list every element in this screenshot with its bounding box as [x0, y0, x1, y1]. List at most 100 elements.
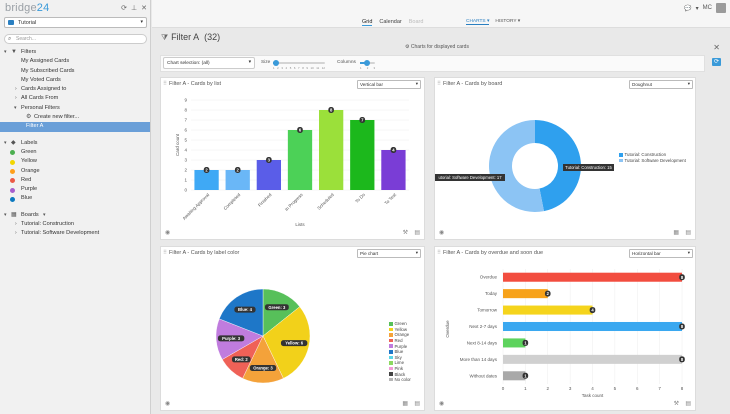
pdf-icon[interactable]: ▤ [414, 401, 420, 407]
legend-item[interactable]: Lime [389, 360, 411, 366]
chevron-down-icon: ▾ [248, 60, 251, 65]
refresh-icon[interactable]: ⟳ [121, 5, 128, 12]
bar [503, 371, 526, 381]
chart-selection-select[interactable]: Chart selection: (all) ▾ [163, 57, 255, 69]
columns-tick: 2 [366, 66, 369, 70]
legend-label: Sky [394, 354, 402, 360]
bar [503, 305, 593, 315]
legend-item[interactable]: Black [389, 371, 411, 377]
label-name: Yellow [21, 158, 37, 165]
tools-icon[interactable]: ⚒ [402, 230, 408, 236]
eye-icon[interactable]: ◉ [439, 401, 445, 407]
legend-item[interactable]: Pink [389, 366, 411, 372]
tools-icon[interactable]: ⚒ [673, 401, 679, 407]
chart-type-select[interactable]: Horizontal bar ▾ [629, 249, 693, 258]
legend-item[interactable]: Tutorial: Construction [619, 152, 686, 158]
pdf-icon[interactable]: ▤ [685, 230, 691, 236]
chevron-down-icon[interactable]: ▾ [43, 211, 46, 218]
close-icon[interactable]: ✕ [141, 5, 147, 12]
tab-board[interactable]: Board [408, 19, 424, 25]
gear-icon: ⚙ [405, 44, 410, 50]
sidebar-item-filter-a[interactable]: Filter A [0, 122, 150, 132]
sidebar-board-construction[interactable]: › Tutorial: Construction [0, 220, 150, 229]
chart-type-select[interactable]: Doughnut ▾ [629, 80, 693, 89]
sidebar-label-red[interactable]: Red [0, 176, 150, 185]
columns-slider-handle[interactable] [364, 60, 370, 66]
chat-icon[interactable]: 💬 [684, 5, 692, 12]
size-slider[interactable] [273, 60, 325, 66]
doughnut-slice [535, 120, 581, 212]
sidebar-label-yellow[interactable]: Yellow [0, 157, 150, 166]
eye-icon[interactable]: ◉ [439, 230, 445, 236]
eye-icon[interactable]: ◉ [165, 401, 171, 407]
pin-icon[interactable]: ⊥ [131, 5, 138, 12]
chart-card-by-board: ⠿ Filter A - Cards by board Doughnut ▾ Tut… [434, 77, 696, 240]
sidebar-item-my-voted[interactable]: My Voted Cards [21, 76, 61, 83]
legend-item[interactable]: Purple [389, 343, 411, 349]
chart-title: ⠿ Filter A - Cards by board [437, 81, 503, 87]
app-logo[interactable]: bridge24 [5, 2, 50, 14]
sidebar-item-my-assigned[interactable]: My Assigned Cards [21, 58, 70, 65]
user-initials[interactable]: MC [702, 5, 712, 11]
legend-item[interactable]: Yellow [389, 327, 411, 333]
sidebar-item-personal-filters[interactable]: ▾ Personal Filters [0, 104, 150, 113]
bar-value-label-bg [679, 323, 685, 330]
sidebar-label-green[interactable]: Green [0, 148, 150, 157]
tab-history[interactable]: HISTORY ▾ [495, 19, 521, 24]
close-icon[interactable]: ✕ [713, 43, 720, 52]
board-select[interactable]: Tutorial ▾ [4, 17, 147, 28]
doughnut-legend: Tutorial: Construction Tutorial: Software… [619, 152, 686, 163]
size-tick: 7 [298, 66, 300, 70]
sidebar-label-blue[interactable]: Blue [0, 194, 150, 203]
sidebar-item-cards-assigned-to[interactable]: › Cards Assigned to [0, 85, 150, 94]
legend-item[interactable]: Sky [389, 355, 411, 361]
legend-item[interactable]: No color [389, 377, 411, 383]
tab-charts[interactable]: CHARTS ▾ [466, 19, 490, 25]
pdf-icon[interactable]: ▤ [414, 230, 420, 236]
sidebar-label-orange[interactable]: Orange [0, 167, 150, 176]
bar [503, 289, 548, 299]
x-tick-label: 6 [636, 386, 639, 391]
table-icon[interactable]: ▦ [673, 230, 679, 236]
size-tick: 9 [306, 66, 308, 70]
board-icon [8, 20, 14, 25]
search-input[interactable]: ⌕ Search... [4, 34, 147, 44]
sidebar-item-all-cards-from[interactable]: › All Cards From [0, 94, 150, 103]
chevron-down-icon: ▾ [4, 49, 7, 55]
create-filter-button[interactable]: ⚙ Create new filter... [0, 113, 150, 122]
legend-item[interactable]: Blue [389, 349, 411, 355]
chart-type-select[interactable]: Pie chart ▾ [357, 249, 421, 258]
drag-handle-icon[interactable]: ⠿ [437, 81, 442, 87]
x-tick-label: Scheduled [316, 192, 335, 211]
drag-handle-icon[interactable]: ⠿ [163, 250, 168, 256]
legend-item[interactable]: Tutorial: Software Development [619, 158, 686, 164]
labels-section[interactable]: ▾ ◆ Labels [0, 139, 150, 148]
x-tick-label: 2 [546, 386, 549, 391]
legend-item[interactable]: Orange [389, 332, 411, 338]
pdf-icon[interactable]: ▤ [685, 401, 691, 407]
size-tick: 4 [285, 66, 288, 70]
chart-type-select[interactable]: Vertical bar ▾ [357, 80, 421, 89]
legend-item[interactable]: Red [389, 338, 411, 344]
filters-section[interactable]: ▾ ▼ Filters [0, 48, 150, 57]
columns-slider[interactable] [360, 60, 375, 66]
table-icon[interactable]: ▦ [402, 401, 408, 407]
avatar[interactable] [716, 3, 726, 13]
bar [225, 170, 250, 190]
boards-section[interactable]: ▾ ▦ Boards ▾ [0, 211, 150, 220]
refresh-button[interactable]: ⟳ [712, 58, 721, 66]
legend-swatch [389, 338, 393, 343]
bar-value-label: 2 [237, 168, 240, 173]
drag-handle-icon[interactable]: ⠿ [437, 250, 442, 256]
tab-grid[interactable]: Grid [362, 19, 373, 26]
drag-handle-icon[interactable]: ⠿ [163, 81, 168, 87]
legend-item[interactable]: Green [389, 321, 411, 327]
eye-icon[interactable]: ◉ [165, 230, 171, 236]
sidebar-label-purple[interactable]: Purple [0, 185, 150, 194]
chevron-down-icon[interactable]: ▾ [695, 5, 699, 12]
columns-label: Columns [337, 60, 356, 65]
sidebar-board-software[interactable]: › Tutorial: Software Development [0, 229, 150, 238]
size-slider-handle[interactable] [273, 60, 279, 66]
sidebar-item-my-subscribed[interactable]: My Subscribed Cards [21, 67, 75, 74]
tab-calendar[interactable]: Calendar [379, 19, 402, 25]
